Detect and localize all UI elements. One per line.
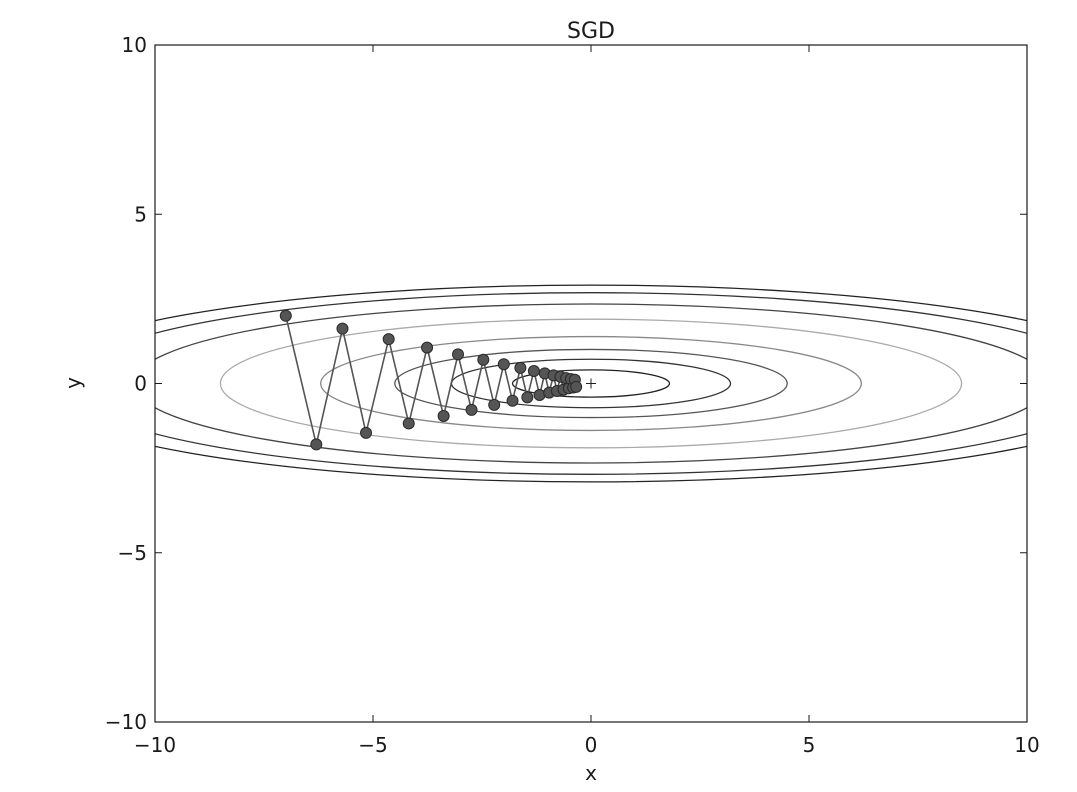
data-point xyxy=(570,380,583,393)
data-point xyxy=(279,309,292,322)
y-tick-label: −10 xyxy=(105,710,147,734)
x-tick-label: 0 xyxy=(585,733,598,757)
contour-line xyxy=(219,318,963,449)
data-point xyxy=(336,322,349,335)
y-tick-label: 0 xyxy=(134,372,147,396)
sgd-points xyxy=(279,309,583,451)
data-point xyxy=(497,358,510,371)
y-tick-labels: −10 −5 0 5 10 xyxy=(105,33,147,734)
x-tick-label: 10 xyxy=(1014,733,1039,757)
data-point xyxy=(437,409,450,422)
contour-line xyxy=(511,369,671,398)
data-point xyxy=(382,333,395,346)
axis-ticks xyxy=(154,44,1028,723)
data-point xyxy=(421,341,434,354)
x-axis-label: x xyxy=(585,761,597,785)
contour-line xyxy=(155,284,1027,483)
series-line xyxy=(285,315,577,445)
data-point xyxy=(506,394,519,407)
data-point xyxy=(360,426,373,439)
data-point xyxy=(402,417,415,430)
data-point xyxy=(527,364,540,377)
y-tick-label: 5 xyxy=(134,202,147,226)
chart-title: SGD xyxy=(567,19,615,44)
contour-line xyxy=(155,303,1027,464)
y-tick-label: −5 xyxy=(118,541,147,565)
data-point xyxy=(477,353,490,366)
data-point xyxy=(452,348,465,361)
contour-line xyxy=(320,335,862,432)
data-point xyxy=(521,391,534,404)
data-point xyxy=(514,361,527,374)
x-tick-label: −10 xyxy=(134,733,176,757)
x-tick-labels: −10 −5 0 5 10 xyxy=(134,733,1040,757)
contour-line xyxy=(394,348,788,419)
contour-lines xyxy=(155,284,1027,483)
contour-line xyxy=(155,292,1027,475)
y-tick-label: 10 xyxy=(122,33,147,57)
data-point xyxy=(488,398,501,411)
x-tick-label: −5 xyxy=(358,733,387,757)
data-point xyxy=(465,403,478,416)
minimum-marker xyxy=(586,378,596,389)
x-tick-label: 5 xyxy=(803,733,816,757)
data-point xyxy=(310,438,323,451)
sgd-path xyxy=(285,315,577,445)
y-axis-label: y xyxy=(61,377,85,389)
